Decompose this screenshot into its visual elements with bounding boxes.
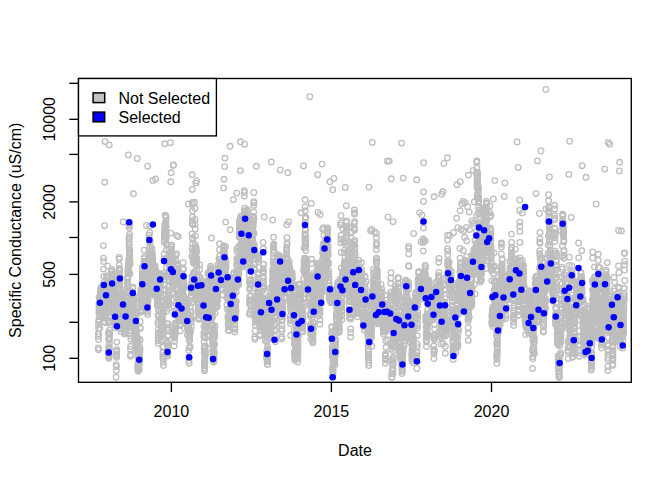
svg-text:100: 100 xyxy=(41,345,58,372)
svg-text:Specific Conductance (uS/cm): Specific Conductance (uS/cm) xyxy=(7,123,24,338)
svg-text:Selected: Selected xyxy=(119,109,181,126)
svg-text:2015: 2015 xyxy=(314,403,350,420)
svg-text:10000: 10000 xyxy=(41,97,58,142)
svg-text:Date: Date xyxy=(338,442,372,459)
svg-text:2000: 2000 xyxy=(41,184,58,220)
svg-text:2020: 2020 xyxy=(474,403,510,420)
svg-text:500: 500 xyxy=(41,261,58,288)
svg-text:2010: 2010 xyxy=(154,403,190,420)
svg-text:Not Selected: Not Selected xyxy=(119,90,211,107)
